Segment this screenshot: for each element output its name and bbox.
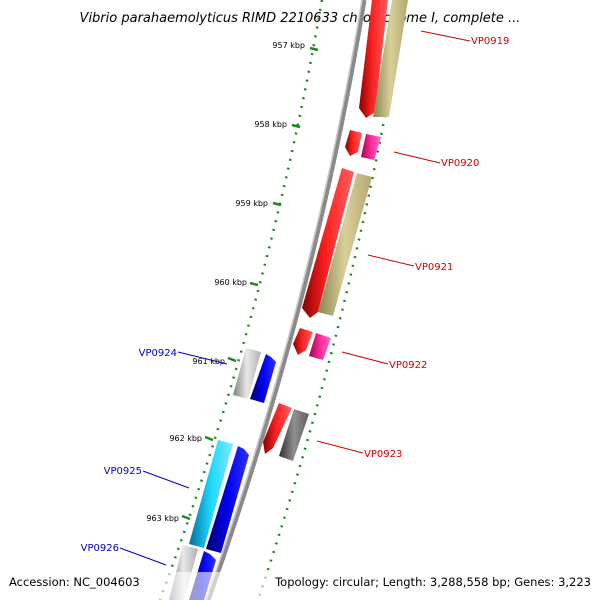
tick-mark <box>204 435 214 442</box>
tick-label: 957 kbp <box>272 41 305 50</box>
gene-labels-right: VP0919 VP0920 VP0921 VP0922 VP0923 <box>316 30 509 460</box>
cds-bar-magenta[interactable] <box>309 333 331 360</box>
tick-mark <box>309 46 319 52</box>
cds-bar-darkgray[interactable] <box>279 409 309 461</box>
gene-label-vp0923[interactable]: VP0923 <box>364 449 402 460</box>
cds-bar-lightgray[interactable] <box>233 348 261 399</box>
map-title: Vibrio parahaemolyticus RIMD 2210633 chr… <box>80 11 521 26</box>
accession-text: Accession: NC_004603 <box>9 575 140 589</box>
gene-label-vp0921[interactable]: VP0921 <box>415 262 453 273</box>
gene-arrow-red[interactable] <box>263 403 292 454</box>
feature-vp0921[interactable] <box>302 168 372 318</box>
green-track-outer-right <box>256 0 407 600</box>
tick-mark <box>227 356 237 363</box>
feature-vp0920[interactable] <box>345 130 381 160</box>
tick-mark <box>181 514 191 521</box>
cds-bar-magenta[interactable] <box>361 134 381 160</box>
cds-bar-olive[interactable] <box>318 173 372 316</box>
tick-label: 962 kbp <box>169 434 202 443</box>
tick-label: 959 kbp <box>235 199 268 208</box>
scale-ticks: 957 kbp 958 kbp 959 kbp 960 kbp 961 kbp … <box>146 41 319 523</box>
gene-label-vp0919[interactable]: VP0919 <box>471 36 509 47</box>
green-track-left <box>158 0 324 600</box>
gene-arrow-red[interactable] <box>359 0 388 118</box>
cds-bar-cyan[interactable] <box>189 440 233 548</box>
gene-arrow-blue[interactable] <box>206 446 249 553</box>
feature-vp0922[interactable] <box>293 328 331 360</box>
gene-arrow-red[interactable] <box>345 130 362 156</box>
feature-vp0924[interactable] <box>233 348 276 403</box>
tick-mark <box>249 281 259 287</box>
tick-label: 961 kbp <box>192 357 225 366</box>
gene-arrow-blue[interactable] <box>250 354 276 403</box>
gene-arrow-red[interactable] <box>302 168 354 318</box>
tick-label: 963 kbp <box>146 514 179 523</box>
gene-label-vp0924[interactable]: VP0924 <box>139 348 177 359</box>
topology-text: Topology: circular; Length: 3,288,558 bp… <box>274 575 591 589</box>
gene-arrow-red[interactable] <box>293 328 313 355</box>
tick-mark <box>291 123 301 129</box>
gene-label-vp0922[interactable]: VP0922 <box>389 360 427 371</box>
gene-label-vp0925[interactable]: VP0925 <box>104 466 142 477</box>
chromosome-backbone <box>205 0 367 600</box>
tick-label: 958 kbp <box>254 120 287 129</box>
feature-vp0919[interactable] <box>359 0 408 118</box>
cds-bar-olive[interactable] <box>373 0 408 117</box>
gene-label-vp0920[interactable]: VP0920 <box>441 158 479 169</box>
feature-vp0925[interactable] <box>189 440 249 553</box>
gene-labels-left: VP0924 VP0925 VP0926 <box>81 348 228 566</box>
tick-mark <box>272 201 282 207</box>
feature-vp0923[interactable] <box>263 403 309 461</box>
gene-label-vp0926[interactable]: VP0926 <box>81 543 119 554</box>
tick-label: 960 kbp <box>214 278 247 287</box>
